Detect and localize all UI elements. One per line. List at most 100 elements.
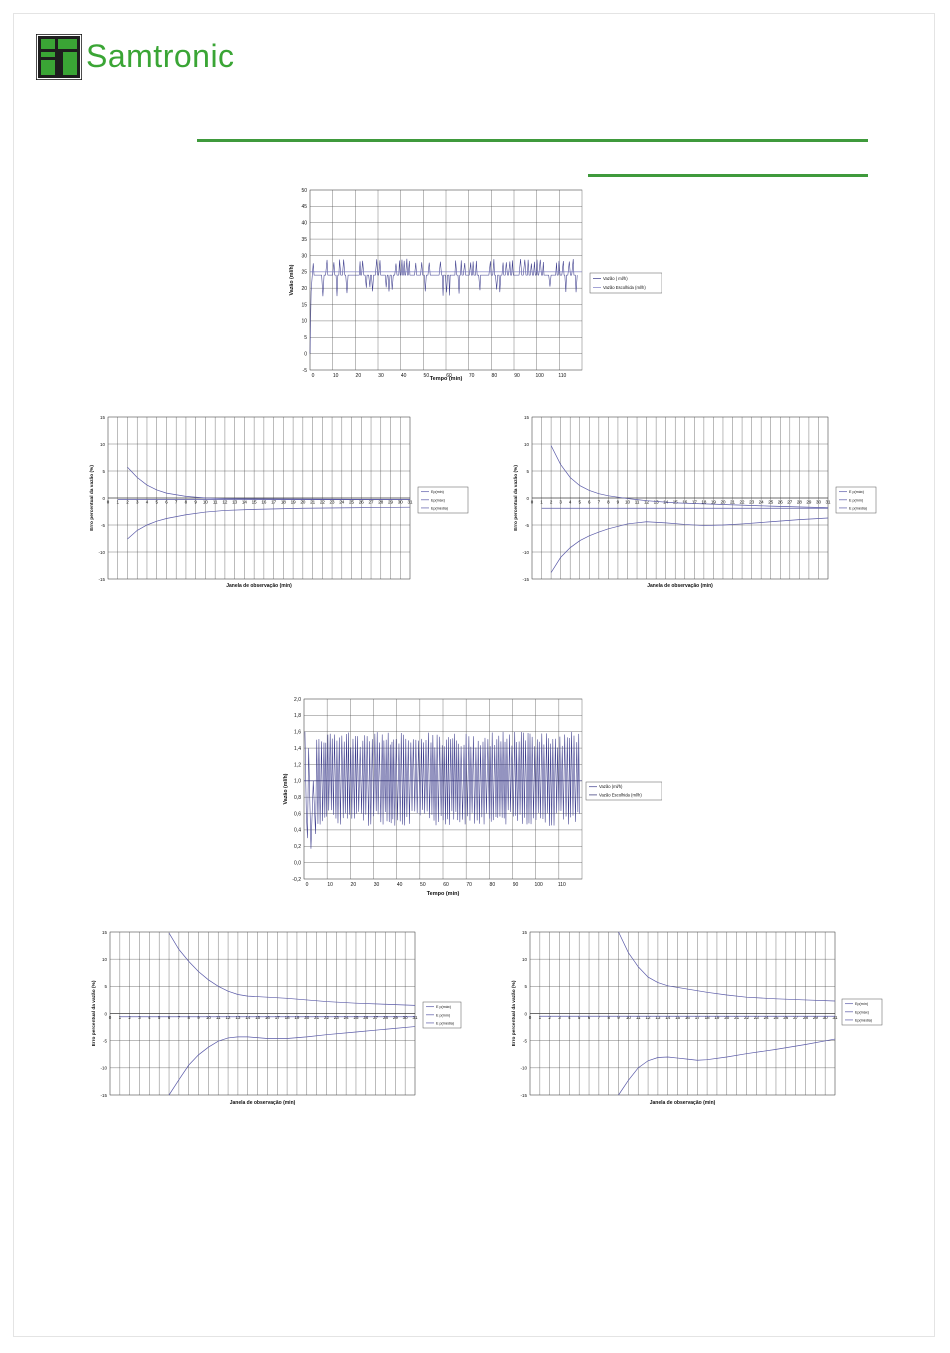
x-tick-label: 90 — [513, 882, 519, 888]
series-line-0 — [309, 258, 578, 354]
x-tick-label: 13 — [232, 500, 238, 505]
x-tick-label: 4 — [146, 500, 149, 505]
x-tick-label: 30 — [823, 1015, 829, 1020]
y-tick-label: 0 — [526, 496, 529, 501]
x-tick-label: 70 — [466, 882, 472, 888]
x-tick-label: 20 — [351, 882, 357, 888]
x-tick-label: 20 — [720, 500, 726, 505]
x-tick-label: 7 — [178, 1015, 181, 1020]
y-tick-label: 5 — [524, 984, 527, 989]
x-tick-label: 3 — [558, 1015, 561, 1020]
x-tick-label: 0 — [529, 1015, 532, 1020]
x-tick-label: 0 — [312, 373, 315, 379]
y-tick-label: 0,6 — [294, 811, 301, 817]
x-tick-label: 12 — [646, 1015, 652, 1020]
x-tick-label: 27 — [787, 500, 793, 505]
legend: E p(máx) E p(mín) E p(média) — [422, 1001, 462, 1029]
legend-label: Ep(média) — [855, 1018, 872, 1022]
x-tick-label: 20 — [300, 500, 306, 505]
x-tick-label: 13 — [655, 1015, 661, 1020]
x-tick-label: 28 — [378, 500, 384, 505]
y-tick-label: -15 — [522, 577, 529, 582]
x-tick-label: 20 — [304, 1015, 310, 1020]
x-tick-label: 2 — [128, 1015, 131, 1020]
y-tick-label: 45 — [301, 204, 307, 210]
legend-label: Vazão Escolhida (ml/h) — [603, 285, 646, 290]
legend-label: Ep(média) — [431, 506, 448, 510]
x-tick-label: 29 — [388, 500, 394, 505]
y-tick-label: 5 — [304, 335, 307, 341]
x-tick-label: 31 — [407, 500, 413, 505]
y-axis-title: Erro percentual da vazão (%) — [513, 465, 519, 531]
x-tick-label: 30 — [403, 1015, 409, 1020]
x-tick-label: 8 — [607, 500, 610, 505]
y-tick-label: -5 — [523, 1038, 527, 1043]
x-tick-label: 9 — [617, 1015, 620, 1020]
x-tick-label: 16 — [682, 500, 688, 505]
x-tick-label: 8 — [187, 1015, 190, 1020]
x-tick-label: 30 — [374, 882, 380, 888]
series-line-0 — [618, 931, 836, 1002]
y-tick-label: 25 — [301, 270, 307, 276]
legend: Ep(min) Ep(máx) Ep(média) — [417, 486, 469, 514]
x-tick-label: 22 — [320, 500, 326, 505]
series-line-0 — [304, 731, 580, 849]
legend: Vazão ( ml/h) Vazão Escolhida (ml/h) — [589, 272, 662, 294]
x-tick-label: 80 — [492, 373, 498, 379]
x-tick-label: 11 — [636, 1015, 641, 1020]
x-tick-label: 9 — [617, 500, 620, 505]
y-tick-label: -15 — [520, 1093, 527, 1098]
x-tick-label: 27 — [373, 1015, 379, 1020]
x-tick-label: 17 — [695, 1015, 701, 1020]
y-tick-label: 15 — [100, 415, 106, 420]
y-tick-label: -5 — [101, 523, 105, 528]
legend-label: Ep(máx) — [431, 498, 445, 502]
x-tick-label: 7 — [598, 500, 601, 505]
x-axis-title: Janela de observação (min) — [647, 583, 713, 589]
series-line-0 — [550, 445, 829, 509]
x-tick-label: 7 — [598, 1015, 601, 1020]
x-tick-label: 17 — [692, 500, 698, 505]
legend: Vazão (ml/h) Vazão Escolhida (ml/h) — [585, 781, 662, 801]
x-tick-label: 3 — [559, 500, 562, 505]
x-tick-label: 16 — [261, 500, 267, 505]
y-axis-title: Erro percentual da vazão (%) — [89, 465, 95, 531]
y-tick-label: -10 — [100, 1066, 107, 1071]
y-tick-label: 1,8 — [294, 713, 301, 719]
y-tick-label: -5 — [303, 368, 308, 374]
x-tick-label: 6 — [168, 1015, 171, 1020]
x-tick-label: 80 — [490, 882, 496, 888]
x-tick-label: 9 — [197, 1015, 200, 1020]
y-tick-label: 10 — [522, 957, 528, 962]
x-tick-label: 5 — [578, 500, 581, 505]
x-axis-title: Tempo (min) — [430, 376, 463, 382]
x-tick-label: 8 — [607, 1015, 610, 1020]
flow-chart-1: -5 0 5 10 15 20 25 30 35 40 45 50 0 10 20 30 40 50 60 70 80 9… — [289, 188, 662, 382]
x-tick-label: 1 — [116, 500, 119, 505]
x-tick-label: 30 — [816, 500, 822, 505]
x-tick-label: 24 — [759, 500, 765, 505]
legend-label: Vazão Escolhida (ml/h) — [599, 792, 642, 797]
x-tick-label: 31 — [825, 500, 831, 505]
legend-label: Ep(mín) — [855, 1002, 868, 1006]
y-axis-title: Vazão (ml/h) — [289, 264, 295, 295]
y-tick-label: 5 — [102, 469, 105, 474]
x-tick-label: 21 — [734, 1015, 740, 1020]
y-tick-label: 0,4 — [294, 828, 301, 834]
x-tick-label: 12 — [222, 500, 228, 505]
x-tick-label: 40 — [397, 882, 403, 888]
x-tick-label: 25 — [768, 500, 774, 505]
series-line-1 — [618, 1038, 836, 1096]
legend-label: E p(máx) — [436, 1005, 451, 1009]
legend-label: Ep(máx) — [855, 1010, 869, 1014]
x-tick-label: 2 — [550, 500, 553, 505]
x-tick-label: 17 — [275, 1015, 281, 1020]
x-tick-label: 0 — [109, 1015, 112, 1020]
y-axis-title: Vazão (ml/h) — [283, 773, 289, 804]
x-tick-label: 17 — [271, 500, 277, 505]
y-tick-label: 2,0 — [294, 697, 301, 703]
y-tick-label: -15 — [98, 577, 105, 582]
x-tick-label: 27 — [793, 1015, 799, 1020]
x-tick-label: 26 — [783, 1015, 789, 1020]
x-axis-title: Tempo (min) — [427, 891, 460, 897]
